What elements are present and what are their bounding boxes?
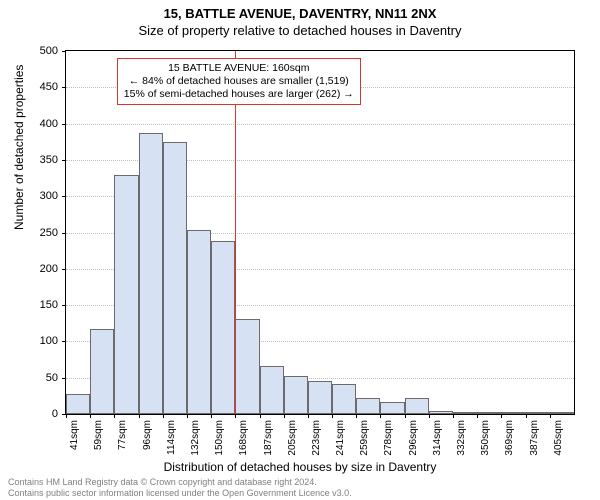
x-tick-label: 96sqm xyxy=(142,420,153,450)
histogram-bar xyxy=(380,402,404,414)
y-tick xyxy=(62,124,66,125)
y-tick-label: 300 xyxy=(40,190,58,202)
x-tick-label: 132sqm xyxy=(190,420,201,456)
footer-line-1: Contains HM Land Registry data © Crown c… xyxy=(8,477,592,487)
y-tick xyxy=(62,378,66,379)
x-tick-label: 59sqm xyxy=(93,420,104,450)
x-tick xyxy=(211,414,212,418)
histogram-bar xyxy=(163,142,187,414)
histogram-bar xyxy=(332,384,356,414)
x-tick xyxy=(550,414,551,418)
x-tick-label: 77sqm xyxy=(117,420,128,450)
x-tick-label: 314sqm xyxy=(432,420,443,456)
histogram-bar xyxy=(284,376,308,414)
histogram-bar xyxy=(187,230,211,414)
y-tick-label: 350 xyxy=(40,154,58,166)
chart-container: 15, BATTLE AVENUE, DAVENTRY, NN11 2NX Si… xyxy=(0,0,600,500)
y-tick xyxy=(62,160,66,161)
x-tick xyxy=(526,414,527,418)
annotation-line: 15 BATTLE AVENUE: 160sqm xyxy=(124,62,354,75)
grid-line xyxy=(66,124,574,125)
y-tick xyxy=(62,233,66,234)
annotation-box: 15 BATTLE AVENUE: 160sqm← 84% of detache… xyxy=(117,58,361,105)
histogram-bar xyxy=(429,411,453,414)
x-tick-label: 187sqm xyxy=(263,420,274,456)
histogram-bar xyxy=(211,241,235,414)
histogram-bar xyxy=(260,366,284,414)
x-axis-label: Distribution of detached houses by size … xyxy=(0,460,600,474)
y-tick xyxy=(62,196,66,197)
y-tick-label: 400 xyxy=(40,118,58,130)
y-tick xyxy=(62,341,66,342)
histogram-bar xyxy=(477,412,501,414)
x-tick xyxy=(477,414,478,418)
x-tick xyxy=(163,414,164,418)
y-tick-label: 500 xyxy=(40,45,58,57)
x-tick-label: 114sqm xyxy=(166,420,177,455)
y-axis-label: Number of detached properties xyxy=(12,65,26,230)
x-tick xyxy=(90,414,91,418)
y-tick-label: 200 xyxy=(40,263,58,275)
annotation-line: ← 84% of detached houses are smaller (1,… xyxy=(124,75,354,88)
x-tick xyxy=(308,414,309,418)
x-tick-label: 369sqm xyxy=(504,420,515,456)
histogram-bar xyxy=(501,412,525,414)
x-tick xyxy=(405,414,406,418)
x-tick xyxy=(260,414,261,418)
plot-area: 05010015020025030035040045050041sqm59sqm… xyxy=(65,50,575,415)
x-tick xyxy=(453,414,454,418)
y-tick-label: 450 xyxy=(40,81,58,93)
x-tick xyxy=(187,414,188,418)
x-tick-label: 168sqm xyxy=(238,420,249,456)
x-tick-label: 223sqm xyxy=(311,420,322,456)
y-tick xyxy=(62,51,66,52)
x-tick-label: 259sqm xyxy=(359,420,370,456)
x-tick xyxy=(429,414,430,418)
x-tick-label: 296sqm xyxy=(408,420,419,456)
y-tick xyxy=(62,305,66,306)
histogram-bar xyxy=(550,412,574,414)
x-tick-label: 41sqm xyxy=(69,420,80,450)
reference-line xyxy=(235,51,236,414)
x-tick xyxy=(356,414,357,418)
x-tick xyxy=(66,414,67,418)
x-tick xyxy=(332,414,333,418)
histogram-bar xyxy=(235,319,259,414)
x-tick xyxy=(380,414,381,418)
histogram-bar xyxy=(356,398,380,414)
x-tick xyxy=(114,414,115,418)
x-tick-label: 332sqm xyxy=(456,420,467,456)
y-tick-label: 0 xyxy=(52,408,58,420)
histogram-bar xyxy=(308,381,332,414)
histogram-bar xyxy=(526,412,550,414)
annotation-line: 15% of semi-detached houses are larger (… xyxy=(124,88,354,101)
x-tick xyxy=(235,414,236,418)
y-tick-label: 250 xyxy=(40,227,58,239)
y-tick-label: 100 xyxy=(40,335,58,347)
y-tick-label: 150 xyxy=(40,299,58,311)
x-tick xyxy=(139,414,140,418)
histogram-bar xyxy=(66,394,90,414)
x-tick xyxy=(501,414,502,418)
y-tick-label: 50 xyxy=(46,372,58,384)
x-tick-label: 241sqm xyxy=(335,420,346,456)
x-tick-label: 405sqm xyxy=(553,420,564,456)
chart-title-sub: Size of property relative to detached ho… xyxy=(0,21,600,38)
y-tick xyxy=(62,269,66,270)
x-tick-label: 278sqm xyxy=(383,420,394,456)
x-tick-label: 350sqm xyxy=(480,420,491,456)
y-tick xyxy=(62,87,66,88)
footer-attribution: Contains HM Land Registry data © Crown c… xyxy=(8,477,592,498)
x-tick-label: 150sqm xyxy=(214,420,225,456)
histogram-bar xyxy=(453,412,477,414)
x-tick-label: 387sqm xyxy=(529,420,540,456)
histogram-bar xyxy=(405,398,429,414)
footer-line-2: Contains public sector information licen… xyxy=(8,488,592,498)
histogram-bar xyxy=(139,133,163,414)
x-tick-label: 205sqm xyxy=(287,420,298,456)
x-tick xyxy=(284,414,285,418)
histogram-bar xyxy=(114,175,138,414)
histogram-bar xyxy=(90,329,114,414)
chart-title-main: 15, BATTLE AVENUE, DAVENTRY, NN11 2NX xyxy=(0,0,600,21)
